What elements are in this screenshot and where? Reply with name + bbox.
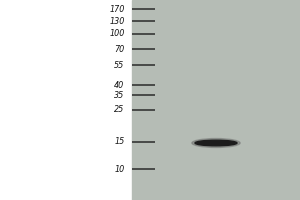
Text: 35: 35 — [114, 90, 124, 99]
Bar — [132, 0, 300, 200]
Text: 55: 55 — [114, 60, 124, 70]
Ellipse shape — [195, 140, 237, 146]
Text: 15: 15 — [114, 138, 124, 146]
Text: 25: 25 — [114, 106, 124, 114]
Text: 130: 130 — [109, 17, 124, 25]
Text: 70: 70 — [114, 45, 124, 53]
Text: 100: 100 — [109, 29, 124, 38]
Text: 40: 40 — [114, 81, 124, 90]
Text: 170: 170 — [109, 4, 124, 14]
Text: 10: 10 — [114, 164, 124, 173]
Ellipse shape — [192, 139, 240, 147]
